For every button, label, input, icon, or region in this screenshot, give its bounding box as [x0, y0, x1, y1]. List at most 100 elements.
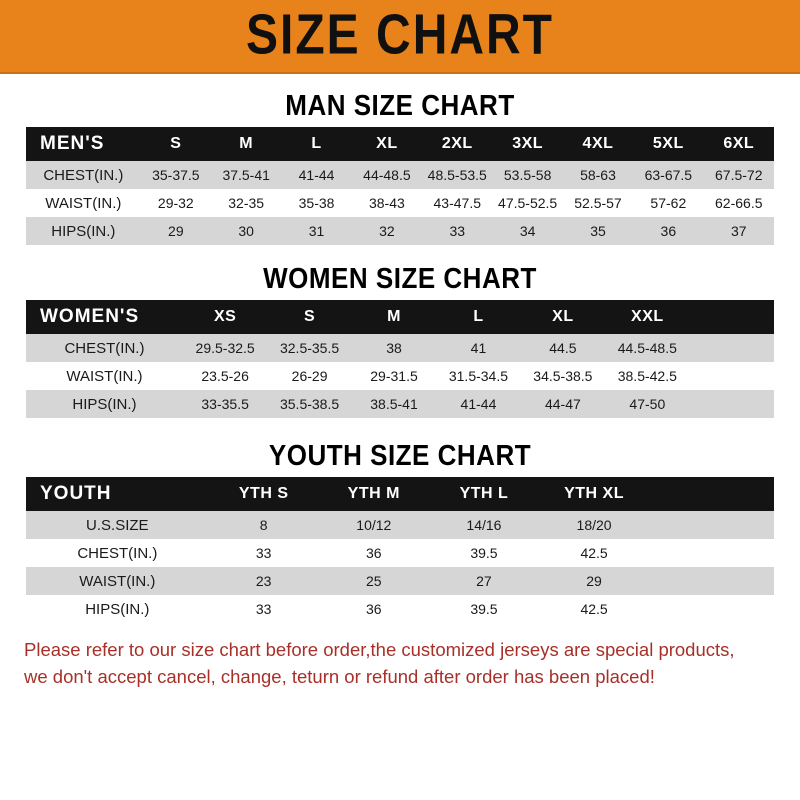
table-row: WAIST(IN.) 29-32 32-35 35-38 38-43 43-47… — [26, 189, 774, 217]
women-chest-xs: 29.5-32.5 — [195, 340, 255, 356]
men-header-size-m: M — [239, 135, 254, 152]
youth-hips-xl: 42.5 — [580, 601, 608, 617]
youth-hips-m: 36 — [366, 601, 382, 617]
women-hips-spacer — [690, 390, 774, 418]
men-chest-2xl: 48.5-53.5 — [427, 167, 487, 183]
men-hips-s: 29 — [168, 223, 184, 239]
youth-hips-s: 33 — [255, 601, 272, 617]
women-section-title: WOMEN SIZE CHART — [263, 261, 537, 295]
youth-chest-xl: 42.5 — [580, 545, 608, 561]
table-row: CHEST(IN.) 33 36 39.5 42.5 — [26, 539, 774, 567]
table-row: HIPS(IN.) 33 36 39.5 42.5 — [26, 595, 774, 623]
youth-row-label-waist: WAIST(IN.) — [79, 572, 156, 590]
women-header-size-l: L — [473, 308, 484, 325]
women-size-table: WOMEN'S XS S M L XL XXL CHEST(IN.) 29.5-… — [26, 300, 774, 418]
men-row-label-waist: WAIST(IN.) — [45, 194, 122, 212]
men-header-size-xl: XL — [376, 135, 398, 152]
youth-header-row: YOUTH YTH S YTH M YTH L YTH XL — [26, 477, 774, 511]
men-waist-2xl: 43-47.5 — [433, 195, 481, 211]
youth-hips-l: 39.5 — [470, 601, 498, 617]
youth-size-table: YOUTH YTH S YTH M YTH L YTH XL U.S.SIZE … — [26, 477, 774, 623]
men-table-header: MEN'S S M L XL 2XL 3XL 4XL 5XL 6XL — [26, 127, 774, 161]
men-table-wrap: MEN'S S M L XL 2XL 3XL 4XL 5XL 6XL CHEST… — [26, 127, 774, 245]
men-chest-m: 37.5-41 — [222, 167, 270, 183]
women-waist-xl: 34.5-38.5 — [533, 368, 593, 384]
youth-row-label-ussize: U.S.SIZE — [86, 516, 149, 534]
men-waist-xl: 38-43 — [368, 195, 405, 211]
men-header-label: MEN'S — [40, 133, 105, 154]
youth-waist-spacer — [649, 567, 774, 595]
women-header-spacer — [690, 300, 774, 334]
men-header-size-3xl: 3XL — [512, 135, 544, 152]
women-table-wrap: WOMEN'S XS S M L XL XXL CHEST(IN.) 29.5-… — [26, 300, 774, 418]
page-banner: SIZE CHART — [0, 0, 800, 74]
youth-header-size-l: YTH L — [459, 485, 509, 502]
disclaimer-line-2: we don't accept cancel, change, teturn o… — [24, 665, 655, 687]
youth-header-label: YOUTH — [40, 483, 112, 504]
women-chest-xl: 44.5 — [549, 340, 577, 356]
women-hips-l: 41-44 — [460, 396, 497, 412]
youth-ussize-l: 14/16 — [466, 517, 502, 533]
women-waist-l: 31.5-34.5 — [448, 368, 509, 384]
youth-waist-xl: 29 — [586, 573, 602, 589]
youth-chest-s: 33 — [255, 545, 272, 561]
disclaimer-note: Please refer to our size chart before or… — [24, 637, 776, 691]
women-waist-xxl: 38.5-42.5 — [617, 368, 677, 384]
table-row: U.S.SIZE 8 10/12 14/16 18/20 — [26, 511, 774, 539]
men-waist-l: 35-38 — [298, 195, 335, 211]
men-waist-4xl: 52.5-57 — [574, 195, 622, 211]
women-header-row: WOMEN'S XS S M L XL XXL — [26, 300, 774, 334]
youth-chest-spacer — [649, 539, 774, 567]
women-header-size-m: M — [387, 308, 401, 325]
women-header-size-s: S — [303, 308, 316, 325]
women-hips-xl: 44-47 — [544, 396, 581, 412]
youth-ussize-m: 10/12 — [356, 517, 392, 533]
men-waist-3xl: 47.5-52.5 — [498, 195, 558, 211]
men-chest-5xl: 63-67.5 — [644, 167, 693, 183]
youth-header-spacer — [649, 477, 774, 511]
youth-table-header: YOUTH YTH S YTH M YTH L YTH XL — [26, 477, 774, 511]
women-table-header: WOMEN'S XS S M L XL XXL — [26, 300, 774, 334]
men-header-size-5xl: 5XL — [652, 135, 684, 152]
table-row: WAIST(IN.) 23.5-26 26-29 29-31.5 31.5-34… — [26, 362, 774, 390]
women-hips-s: 35.5-38.5 — [279, 396, 340, 412]
women-row-label-chest: CHEST(IN.) — [64, 339, 145, 357]
men-waist-m: 32-35 — [228, 195, 265, 211]
women-waist-spacer — [690, 362, 774, 390]
table-row: HIPS(IN.) 33-35.5 35.5-38.5 38.5-41 41-4… — [26, 390, 774, 418]
youth-header-size-xl: YTH XL — [564, 485, 624, 502]
women-waist-m: 29-31.5 — [370, 368, 418, 384]
women-header-size-xs: XS — [213, 308, 237, 325]
table-row: CHEST(IN.) 29.5-32.5 32.5-35.5 38 41 44.… — [26, 334, 774, 362]
women-waist-s: 26-29 — [291, 368, 328, 384]
youth-waist-l: 27 — [476, 573, 492, 589]
youth-ussize-spacer — [649, 511, 774, 539]
men-chest-l: 41-44 — [298, 167, 335, 183]
men-header-size-2xl: 2XL — [441, 135, 473, 152]
women-row-label-waist: WAIST(IN.) — [66, 367, 143, 385]
men-hips-4xl: 35 — [590, 223, 606, 239]
women-chest-xxl: 44.5-48.5 — [617, 340, 677, 356]
disclaimer-line-1: Please refer to our size chart before or… — [24, 639, 735, 660]
men-header-size-l: L — [311, 135, 322, 152]
men-hips-2xl: 33 — [449, 223, 466, 239]
youth-ussize-xl: 18/20 — [576, 517, 612, 533]
men-hips-3xl: 34 — [519, 223, 536, 239]
page-title: SIZE CHART — [246, 4, 554, 67]
men-row-label-hips: HIPS(IN.) — [51, 222, 116, 240]
men-waist-5xl: 57-62 — [650, 195, 687, 211]
women-row-label-hips: HIPS(IN.) — [72, 395, 137, 413]
women-chest-l: 41 — [470, 340, 487, 356]
women-hips-xs: 33-35.5 — [201, 396, 249, 412]
youth-chest-m: 36 — [366, 545, 382, 561]
men-header-size-s: S — [170, 135, 182, 152]
youth-section-title: YOUTH SIZE CHART — [268, 438, 532, 472]
men-hips-xl: 32 — [379, 223, 395, 239]
women-chest-m: 38 — [386, 340, 402, 356]
women-header-label: WOMEN'S — [40, 306, 140, 327]
men-chest-xl: 44-48.5 — [363, 167, 411, 183]
table-row: WAIST(IN.) 23 25 27 29 — [26, 567, 774, 595]
youth-table-body: U.S.SIZE 8 10/12 14/16 18/20 CHEST(IN.) … — [26, 511, 774, 623]
youth-header-size-m: YTH M — [347, 485, 400, 502]
